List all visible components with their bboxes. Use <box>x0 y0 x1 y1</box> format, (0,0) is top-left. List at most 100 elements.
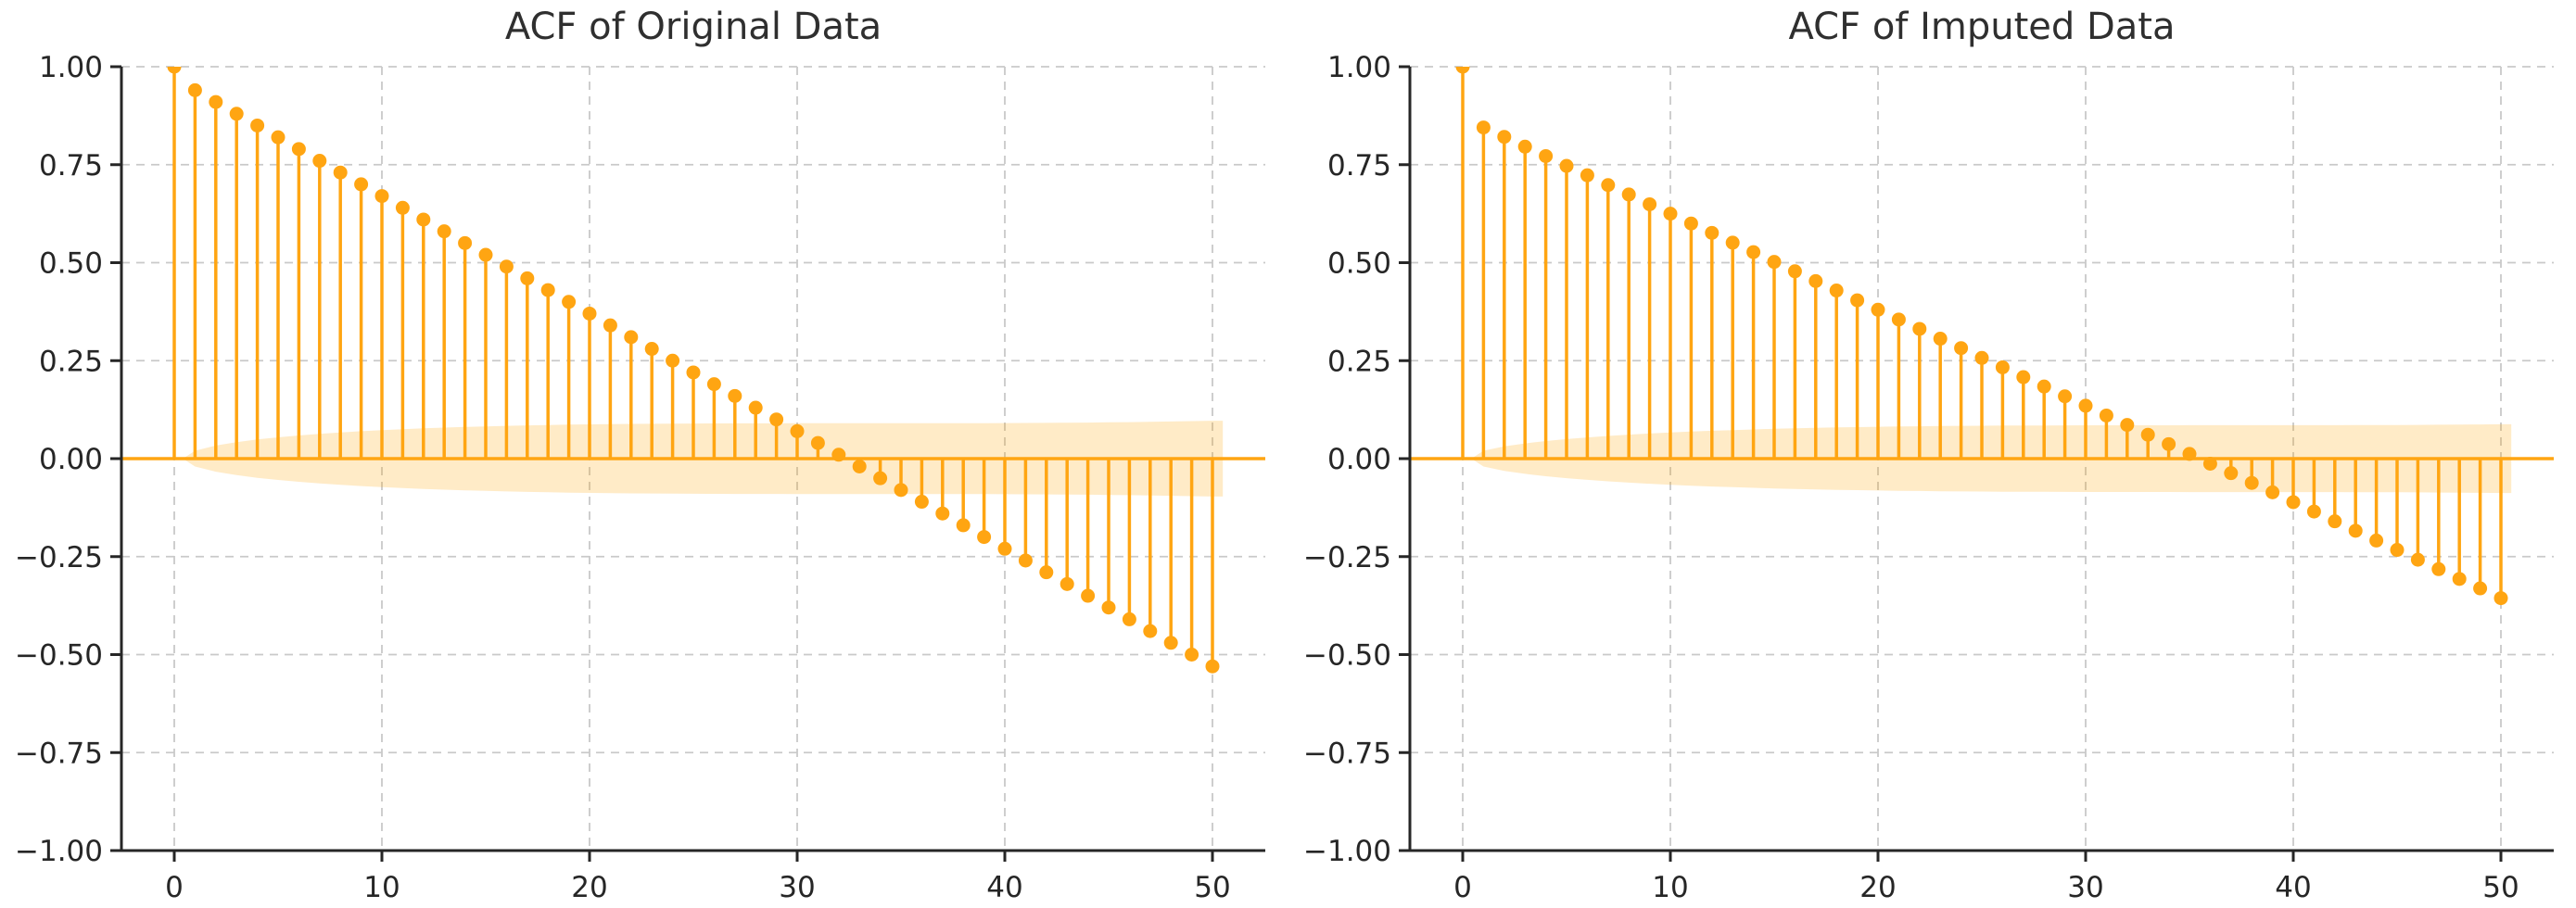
data-point <box>1580 168 1594 183</box>
data-point <box>956 518 971 533</box>
data-point <box>1849 293 1864 308</box>
data-point <box>1995 359 2010 374</box>
data-point <box>2182 447 2196 461</box>
acf-plot-canvas: 1.00 0.75 0.50 0.25 0.00 −0.25 −0.50 −0.75 −1.00… <box>15 6 1265 904</box>
data-point <box>2410 552 2425 567</box>
data-point <box>1122 612 1136 626</box>
data-point <box>644 342 659 357</box>
data-point <box>354 177 369 192</box>
data-point <box>250 118 265 132</box>
data-point <box>2202 456 2217 471</box>
data-point <box>167 67 182 74</box>
data-point <box>810 435 825 450</box>
data-point <box>1538 148 1553 163</box>
data-point <box>1600 178 1615 193</box>
data-point <box>1621 187 1636 202</box>
data-point <box>831 448 846 462</box>
data-point <box>1725 235 1740 250</box>
y-tick-label: −1.00 <box>15 835 103 868</box>
data-point <box>1081 588 1096 603</box>
acf-plot-canvas: 1.00 0.75 0.50 0.25 0.00 −0.25 −0.50 −0.75 −1.00… <box>1303 6 2554 904</box>
data-point <box>1517 139 1532 154</box>
x-tick-label: 0 <box>165 871 184 904</box>
data-point <box>2368 533 2383 548</box>
data-point <box>499 259 514 274</box>
data-point <box>2390 543 2404 558</box>
data-point <box>333 165 348 180</box>
x-tick-label: 50 <box>1194 871 1230 904</box>
data-point <box>1060 576 1074 591</box>
data-point <box>624 330 639 345</box>
data-point <box>2306 504 2321 519</box>
data-point <box>873 471 888 486</box>
data-point <box>1496 130 1511 145</box>
data-point <box>894 483 908 498</box>
y-tick-label: 0.00 <box>39 443 103 476</box>
data-point <box>2452 572 2467 586</box>
x-tick-label: 10 <box>363 871 400 904</box>
data-point <box>1808 273 1822 288</box>
data-point <box>603 318 617 333</box>
stem-series <box>167 67 1220 674</box>
data-point <box>1455 67 1469 74</box>
data-point <box>790 423 805 438</box>
y-tick-label: −0.25 <box>15 541 103 574</box>
data-point <box>2265 485 2279 499</box>
data-point <box>728 388 742 403</box>
data-point <box>686 365 701 380</box>
x-tick-label: 20 <box>571 871 607 904</box>
data-point <box>2015 370 2030 385</box>
x-tick-label: 30 <box>2067 871 2103 904</box>
data-point <box>416 212 431 227</box>
data-point <box>520 271 535 285</box>
data-point <box>1101 600 1116 615</box>
data-point <box>1163 636 1178 650</box>
data-point <box>2327 514 2341 529</box>
data-point <box>2119 418 2134 433</box>
data-point <box>1663 207 1677 221</box>
data-point <box>914 495 929 510</box>
data-point <box>187 82 202 97</box>
data-point <box>540 283 555 297</box>
x-tick-label: 20 <box>1859 871 1896 904</box>
x-tick-label: 0 <box>1453 871 1472 904</box>
data-point <box>2244 475 2259 490</box>
x-tick-label: 10 <box>1652 871 1688 904</box>
y-tick-label: 0.75 <box>39 149 103 183</box>
data-point <box>2472 581 2487 596</box>
y-tick-label: 0.50 <box>1326 247 1390 281</box>
data-point <box>1829 284 1844 298</box>
data-point <box>312 154 327 169</box>
y-tick-label: 0.25 <box>1326 345 1390 378</box>
y-tick-label: −1.00 <box>1303 835 1391 868</box>
data-point <box>2286 495 2300 510</box>
data-point <box>1787 264 1802 279</box>
data-point <box>437 224 451 239</box>
data-point <box>2494 591 2507 606</box>
y-tick-label: 1.00 <box>1326 51 1390 84</box>
data-point <box>1683 216 1698 231</box>
data-point <box>1745 245 1760 259</box>
data-point <box>1911 322 1926 336</box>
data-point <box>1205 659 1220 674</box>
data-point <box>271 130 286 145</box>
data-point <box>2057 389 2072 404</box>
y-tick-label: −0.25 <box>1303 541 1391 574</box>
data-point <box>2430 561 2445 576</box>
chart-title: ACF of Imputed Data <box>1788 6 2175 48</box>
data-point <box>209 95 223 109</box>
data-point <box>1974 350 1988 365</box>
data-point <box>706 377 721 392</box>
data-point <box>562 295 577 309</box>
data-point <box>229 107 244 121</box>
data-point <box>748 400 763 415</box>
x-tick-label: 50 <box>2482 871 2519 904</box>
data-point <box>1185 648 1199 662</box>
stem-series <box>1455 67 2507 606</box>
y-tick-label: −0.50 <box>1303 639 1391 673</box>
data-point <box>1704 225 1719 240</box>
data-point <box>935 506 950 521</box>
data-point <box>2140 427 2155 442</box>
data-point <box>291 142 306 157</box>
